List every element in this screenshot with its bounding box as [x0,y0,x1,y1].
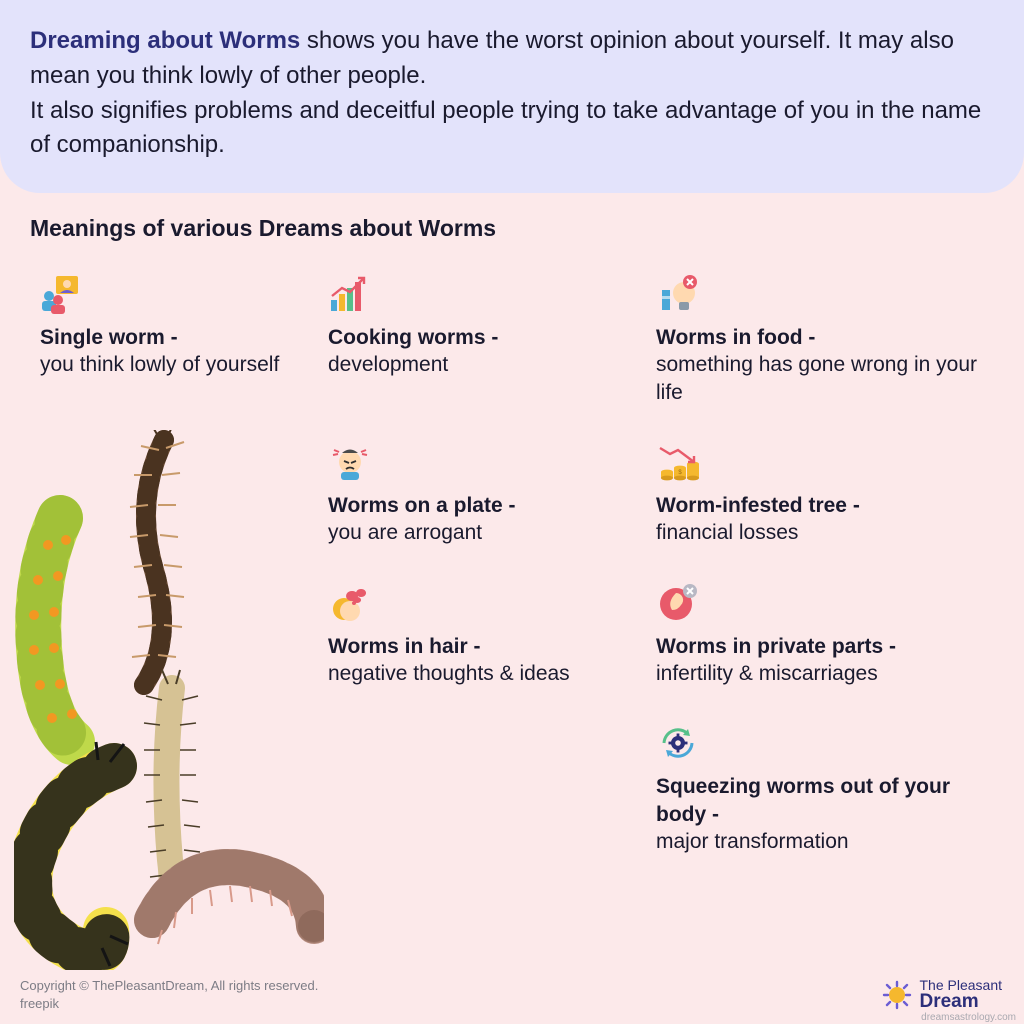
logo-text: The Pleasant Dream [920,978,1003,1013]
thought-cloud-icon [328,583,372,623]
meaning-desc: negative thoughts & ideas [328,662,570,685]
meaning-desc: you think lowly of yourself [40,353,279,376]
logo-line2: Dream [920,992,1003,1012]
meaning-title: Single worm - [40,326,178,349]
copyright-text: Copyright © ThePleasantDream, All rights… [20,977,318,1012]
meaning-item: Worms on a plate - you are arrogant [328,442,628,547]
meaning-desc: major transformation [656,830,849,853]
logo-mark-icon [882,980,912,1010]
grid-placeholder [328,723,628,855]
footer: Copyright © ThePleasantDream, All rights… [0,970,1024,1024]
angry-person-icon [328,442,372,482]
meanings-grid: Single worm - you think lowly of yourself… [0,252,1024,855]
meaning-title: Worms in hair - [328,635,480,658]
meaning-item: $ Worm-infested tree - financial losses [656,442,986,547]
header-title: Dreaming about Worms [30,27,300,54]
fetus-cross-icon [656,583,700,623]
grid-placeholder [40,723,300,855]
meaning-item: Squeezing worms out of your body - major … [656,723,986,855]
meaning-desc: something has gone wrong in your life [656,353,977,403]
meaning-item: Cooking worms - development [328,274,628,406]
grid-placeholder [40,442,300,547]
brand-logo: The Pleasant Dream [882,978,1003,1013]
meaning-title: Worms in food - [656,326,815,349]
meaning-item: Worms in food - something has gone wrong … [656,274,986,406]
meaning-title: Squeezing worms out of your body - [656,775,950,825]
meaning-desc: financial losses [656,521,798,544]
growth-chart-icon [328,274,372,314]
meaning-item: Worms in private parts - infertility & mi… [656,583,986,688]
light-bulb-off-icon [656,274,700,314]
image-credit: freepik [20,996,59,1011]
meaning-desc: development [328,353,448,376]
watermark-text: dreamsastrology.com [921,1012,1016,1023]
grid-placeholder [40,583,300,688]
copyright-line: Copyright © ThePleasantDream, All rights… [20,978,318,993]
header-text: Dreaming about Worms shows you have the … [30,24,994,163]
section-subtitle: Meanings of various Dreams about Worms [0,193,1024,252]
people-picture-icon [40,274,84,314]
meaning-item: Worms in hair - negative thoughts & ideas [328,583,628,688]
pink-millipede-illustration [152,867,324,944]
meaning-title: Cooking worms - [328,326,498,349]
meaning-item: Single worm - you think lowly of yourself [40,274,300,406]
gear-cycle-icon [656,723,700,763]
loss-chart-icon: $ [656,442,700,482]
meaning-desc: you are arrogant [328,521,482,544]
meaning-title: Worms in private parts - [656,635,896,658]
meaning-title: Worms on a plate - [328,494,515,517]
meaning-title: Worm-infested tree - [656,494,860,517]
meaning-desc: infertility & miscarriages [656,662,878,685]
header-box: Dreaming about Worms shows you have the … [0,0,1024,193]
logo-line1: The Pleasant [920,978,1003,993]
